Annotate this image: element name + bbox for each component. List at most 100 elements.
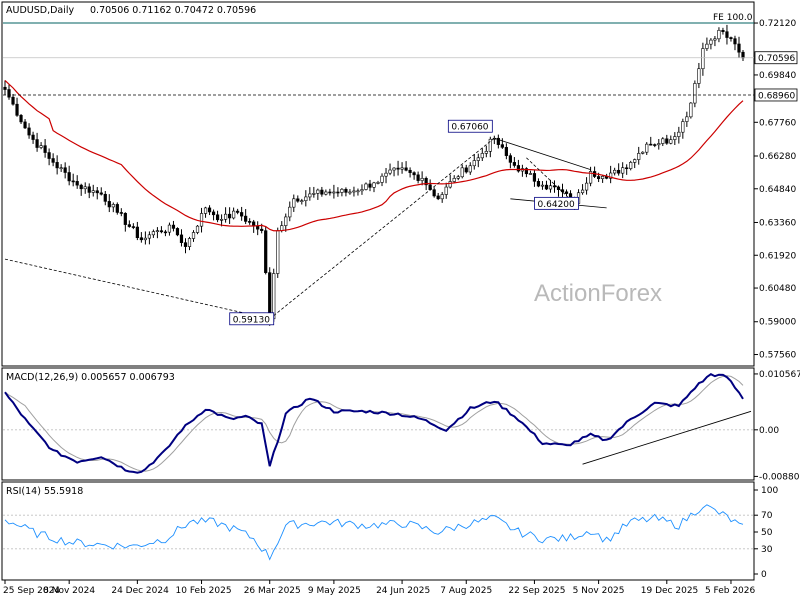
candle-body	[260, 228, 264, 231]
price-tick-label: 0.72120	[759, 19, 796, 29]
candle-body	[653, 144, 657, 146]
annotation-label: 0.64200	[538, 200, 575, 210]
candle-body	[244, 215, 248, 222]
candle-body	[19, 115, 23, 123]
candle-body	[232, 210, 236, 219]
x-tick-label: 26 Mar 2025	[244, 586, 301, 596]
annotation-box	[534, 196, 579, 210]
candle-body	[372, 182, 376, 188]
rsi-tick-label: 100	[761, 486, 778, 496]
rsi-tick-label: 0	[761, 570, 767, 580]
candle-body	[364, 183, 368, 190]
candle-body	[27, 127, 31, 136]
candle-body	[484, 150, 488, 154]
x-tick-label: 24 Dec 2024	[111, 586, 169, 596]
candle-body	[629, 162, 633, 169]
candle-body	[588, 171, 593, 184]
candle-body	[43, 145, 47, 153]
candle-body	[460, 167, 464, 178]
candle-body	[669, 139, 673, 144]
candle-body	[641, 151, 645, 154]
candle-body	[115, 204, 119, 213]
candle-body	[312, 193, 316, 195]
trendline-rise	[269, 137, 495, 320]
candle-body	[183, 242, 188, 247]
candle-body	[693, 83, 697, 104]
candle-body	[211, 211, 216, 216]
candle-body	[71, 180, 75, 183]
price-tick-label: 0.69840	[759, 71, 796, 81]
candle-body	[677, 131, 681, 137]
candle-body	[392, 167, 396, 171]
candle-body	[725, 31, 729, 38]
candle-body	[99, 192, 103, 195]
candle-body	[436, 195, 440, 200]
candle-body	[376, 182, 380, 184]
candle-body	[336, 191, 340, 194]
candle-body	[552, 185, 557, 188]
rsi-line	[4, 504, 744, 561]
candle-body	[609, 172, 613, 179]
candle-body	[103, 193, 107, 202]
candle-body	[236, 210, 240, 213]
candle-body	[127, 224, 131, 227]
candle-body	[360, 189, 364, 192]
candle-body	[340, 188, 344, 193]
candle-body	[83, 186, 87, 190]
price-tick-label: 0.57560	[759, 351, 796, 361]
candle-body	[416, 174, 420, 181]
candle-body	[195, 225, 200, 233]
candle-body	[601, 176, 605, 180]
macd-line	[4, 373, 744, 474]
candle-body	[248, 221, 252, 223]
candle-body	[661, 138, 665, 144]
candle-body	[697, 68, 701, 84]
candle-body	[400, 167, 404, 170]
candle-body	[584, 182, 589, 191]
candle-body	[187, 238, 192, 247]
candle-body	[721, 30, 725, 32]
annotation-label: 0.59130	[233, 315, 270, 325]
candle-body	[11, 96, 15, 105]
candle-body	[284, 216, 288, 226]
candle-body	[580, 189, 585, 194]
candle-body	[268, 272, 272, 320]
candle-body	[384, 172, 388, 177]
x-tick-label: 5 Nov 2025	[573, 586, 625, 596]
candle-body	[625, 167, 629, 170]
rsi-title: RSI(14) 55.5918	[6, 486, 83, 497]
macd-trendline	[582, 410, 752, 465]
candle-body	[681, 121, 685, 133]
candle-body	[380, 175, 384, 183]
candle-body	[532, 173, 537, 182]
candle-body	[123, 212, 127, 225]
candle-body	[107, 201, 111, 208]
candle-body	[147, 234, 151, 239]
candle-body	[560, 189, 565, 193]
candle-body	[412, 172, 416, 176]
candle-body	[665, 138, 669, 144]
candle-body	[633, 159, 637, 163]
candle-body	[673, 136, 677, 140]
candle-body	[15, 103, 19, 116]
price-tick-label: 0.63360	[759, 218, 796, 228]
price-tick-label: 0.59000	[759, 318, 796, 328]
candle-body	[3, 86, 7, 90]
candle-body	[348, 191, 352, 194]
x-tick-label: 25 Sep 2024	[3, 586, 60, 596]
candle-body	[272, 273, 276, 320]
candle-body	[31, 134, 35, 140]
candle-body	[488, 138, 492, 152]
candle-body	[59, 167, 63, 170]
candle-body	[500, 144, 504, 148]
candle-body	[119, 212, 123, 214]
macd-tick-label: 0.010567	[759, 370, 800, 380]
candle-body	[476, 157, 480, 161]
candle-body	[47, 152, 51, 159]
candle-body	[23, 121, 27, 129]
level-price-tag-box	[754, 88, 798, 102]
candle-body	[621, 167, 625, 174]
candle-body	[504, 147, 508, 156]
candle-body	[685, 116, 689, 122]
candle-body	[701, 48, 705, 70]
